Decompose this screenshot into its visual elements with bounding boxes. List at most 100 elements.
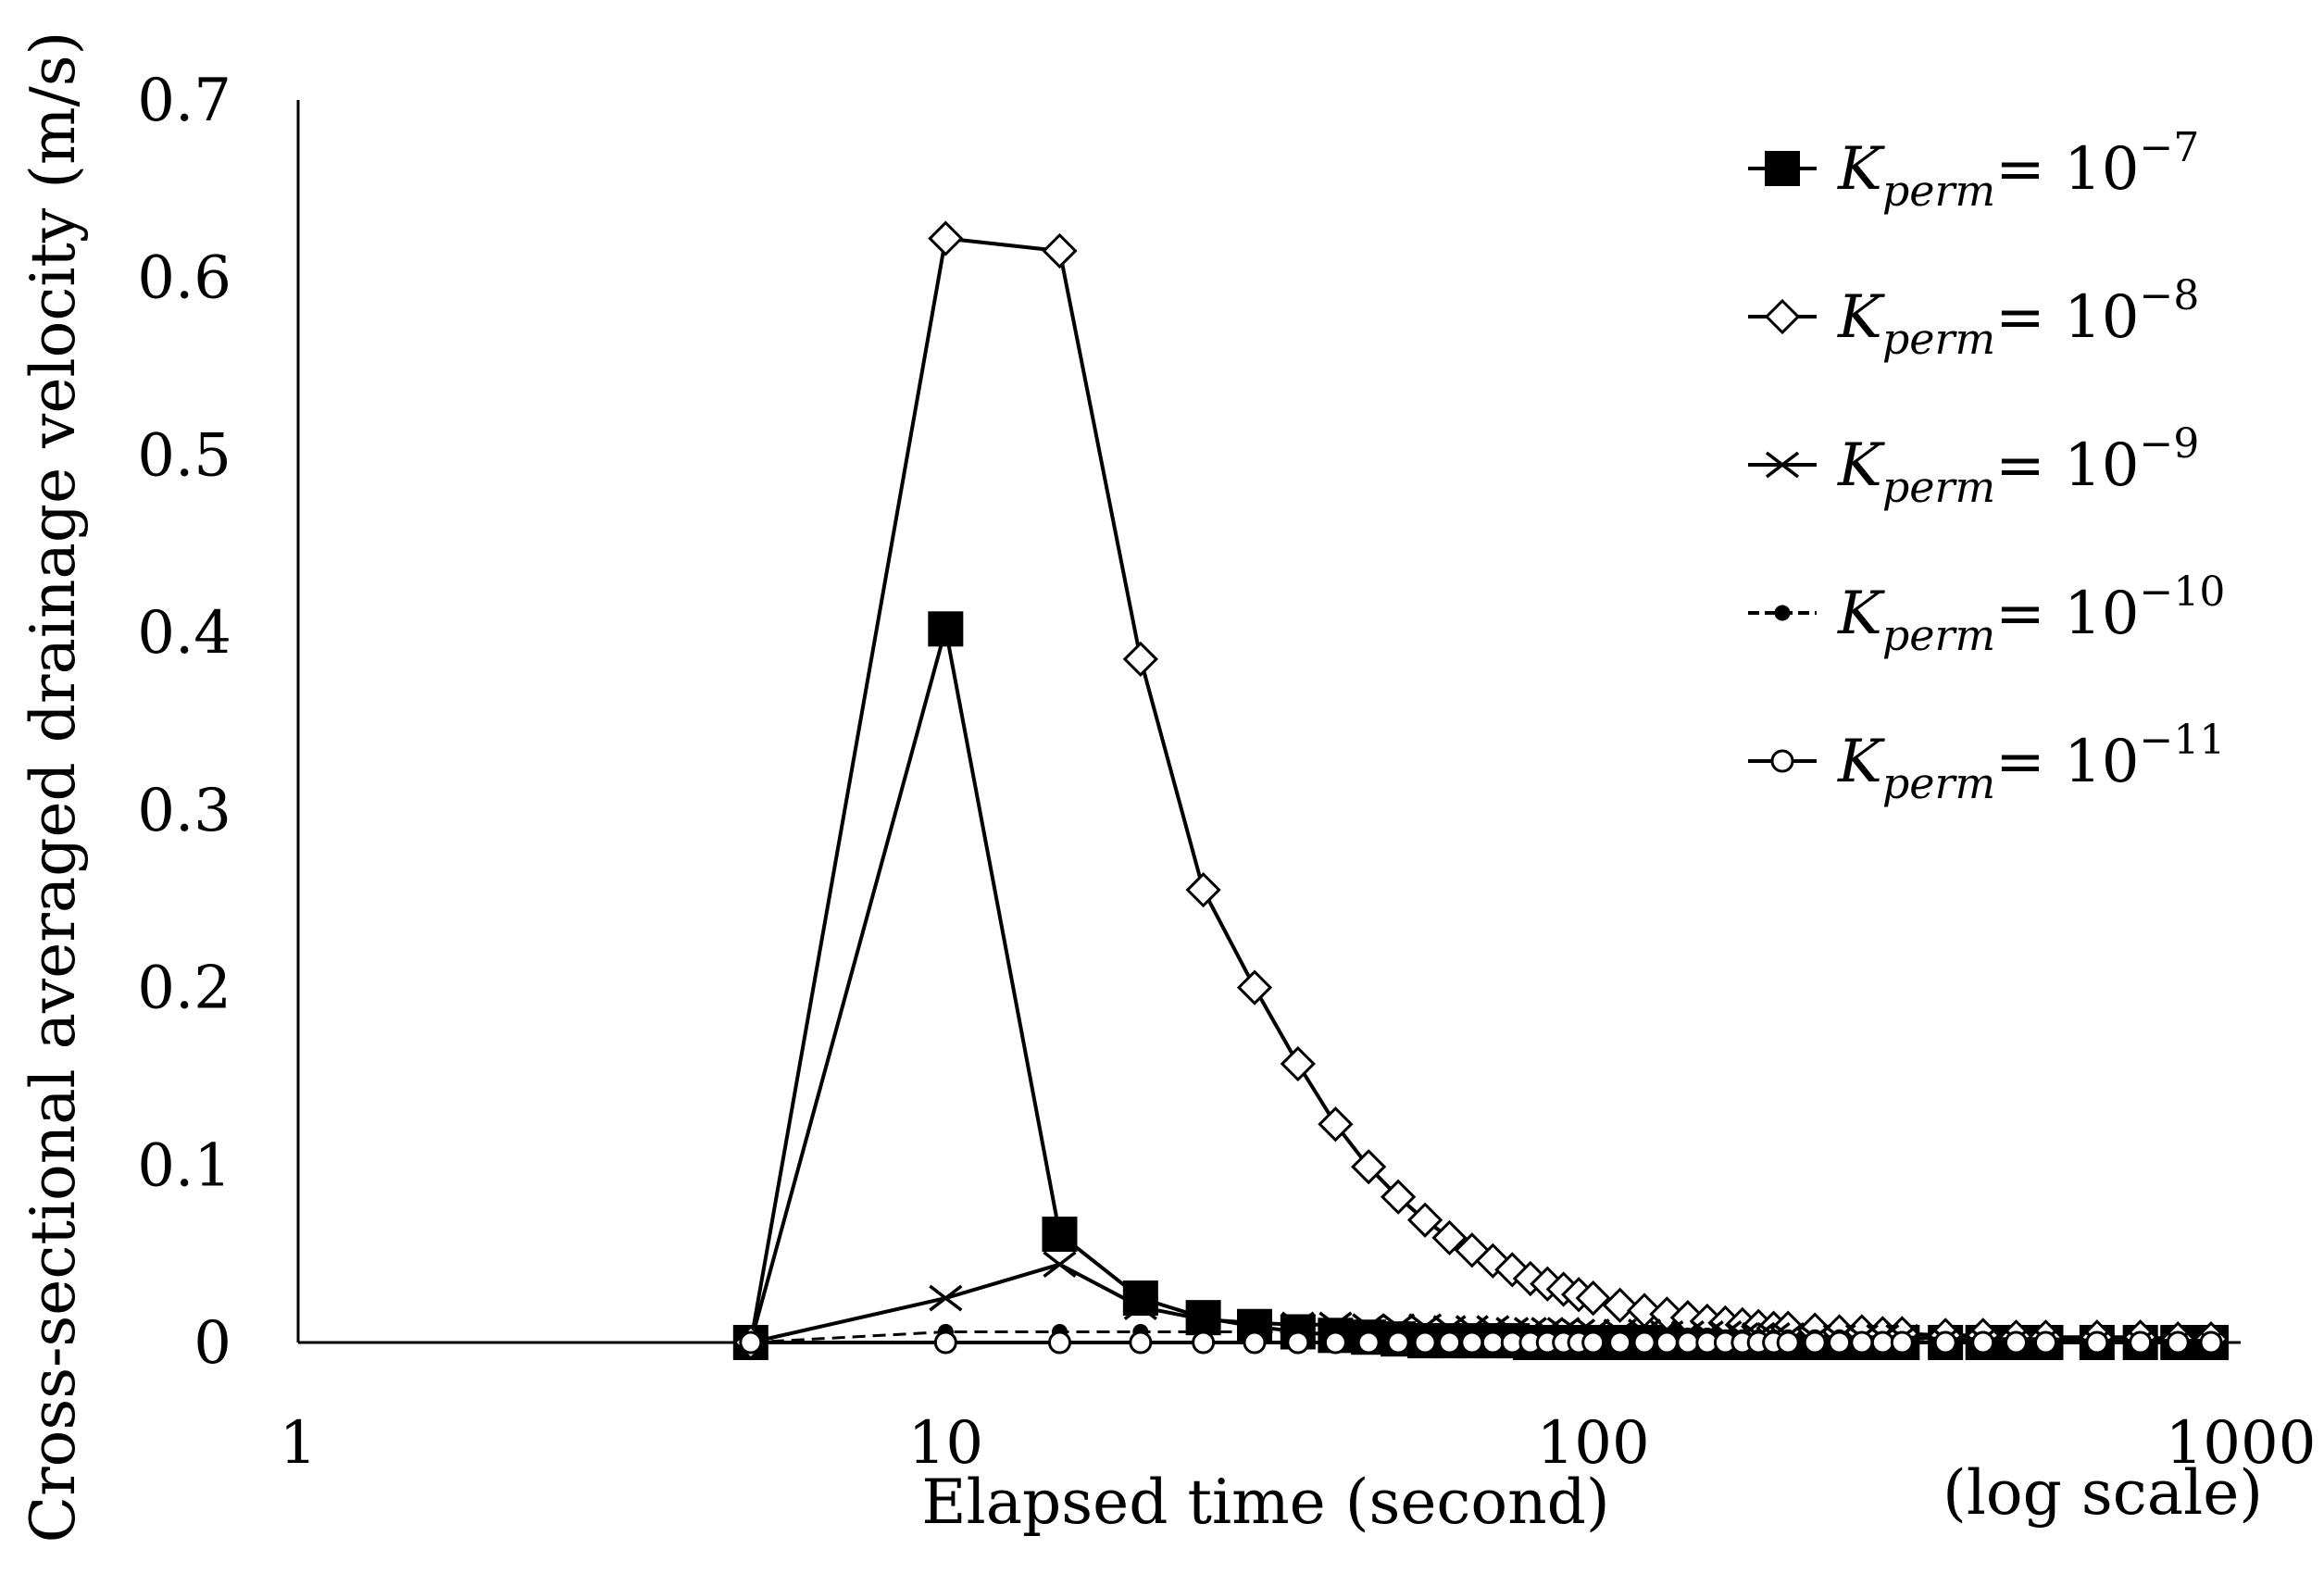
legend-marker <box>1765 151 1800 186</box>
data-point <box>1381 1179 1417 1215</box>
data-point <box>2129 1330 2153 1355</box>
data-point <box>1043 1251 1077 1279</box>
y-tick-label: 0.5 <box>137 421 231 490</box>
x-tick-label: 100 <box>1537 1409 1650 1478</box>
x-tick-label: 1 <box>280 1409 318 1478</box>
legend-label: Kperm= 10−7 <box>1837 124 2199 216</box>
data-point <box>928 220 964 256</box>
data-point <box>1042 232 1078 269</box>
legend-subscript: perm <box>1882 462 1995 512</box>
series-line <box>748 627 2211 1344</box>
data-point <box>1323 1330 1347 1355</box>
legend-subscript: perm <box>1882 610 1995 660</box>
legend-subscript: perm <box>1882 758 1995 808</box>
data-point <box>1123 1293 1157 1321</box>
data-point <box>1413 1330 1437 1355</box>
legend-label: Kperm= 10−10 <box>1837 568 2225 660</box>
data-point <box>928 611 964 647</box>
data-point <box>1803 1330 1827 1355</box>
legend-symbol: K <box>1837 135 1885 204</box>
data-point <box>1608 1330 1632 1355</box>
legend-label: Kperm= 10−9 <box>1837 420 2199 512</box>
data-point <box>2033 1330 2057 1355</box>
y-tick-label: 0 <box>194 1309 231 1378</box>
data-point <box>1575 1280 1611 1317</box>
legend-exponent: −10 <box>2140 568 2226 616</box>
data-point <box>2199 1330 2223 1355</box>
data-point <box>1676 1330 1700 1355</box>
legend-exponent: −7 <box>2140 124 2200 171</box>
x-axis-title: Elapsed time (second) <box>921 1467 1609 1538</box>
legend-exponent: −11 <box>2140 717 2226 764</box>
legend-label: Kperm= 10−8 <box>1837 272 2199 364</box>
data-point <box>1243 1330 1267 1355</box>
data-point <box>1047 1330 1071 1355</box>
data-point <box>933 1330 957 1355</box>
data-point <box>1870 1330 1894 1355</box>
y-tick-label: 0.2 <box>137 955 231 1023</box>
data-point <box>1280 1045 1316 1082</box>
legend-symbol: K <box>1837 431 1885 500</box>
data-point <box>1850 1330 1874 1355</box>
y-tick-label: 0.3 <box>137 777 231 845</box>
legend-marker <box>1774 605 1791 621</box>
y-axis-title: Cross-sectional averaged drainage veloci… <box>18 31 89 1543</box>
legend-exponent: −9 <box>2140 420 2200 468</box>
data-point <box>1438 1330 1462 1355</box>
data-point <box>1655 1330 1679 1355</box>
legend-symbol: K <box>1837 580 1885 648</box>
data-point <box>1933 1330 1957 1355</box>
legend-marker <box>1764 298 1801 335</box>
legend-item: Kperm= 10−8 <box>1748 272 2199 364</box>
data-point <box>2166 1330 2190 1355</box>
legend-subscript: perm <box>1882 314 1995 364</box>
y-tick-label: 0.4 <box>137 599 231 668</box>
data-point <box>1236 969 1273 1005</box>
data-point <box>1431 1219 1468 1256</box>
x-tick-label: 10 <box>908 1409 983 1478</box>
legend-item: Kperm= 10−10 <box>1748 568 2225 660</box>
legend-value: = 10 <box>1995 135 2139 204</box>
data-point <box>1406 1202 1443 1238</box>
data-point <box>1286 1330 1310 1355</box>
legend-item: Kperm= 10−9 <box>1748 420 2199 512</box>
data-point <box>1828 1330 1852 1355</box>
data-point <box>1776 1330 1800 1355</box>
legend-symbol: K <box>1837 283 1885 352</box>
data-point <box>1632 1330 1656 1355</box>
legend-item: Kperm= 10−11 <box>1748 717 2225 808</box>
data-point <box>1122 641 1158 678</box>
data-point <box>929 1284 963 1312</box>
data-point <box>1185 872 1221 908</box>
data-point <box>1351 1149 1387 1185</box>
data-point <box>1481 1330 1505 1355</box>
data-point <box>1581 1330 1606 1355</box>
legend-value: = 10 <box>1995 431 2139 500</box>
y-tick-label: 0.7 <box>137 67 231 135</box>
axes <box>296 100 2241 1344</box>
y-tick-label: 0.6 <box>137 244 231 313</box>
legend-value: = 10 <box>1995 580 2139 648</box>
data-point <box>1356 1330 1381 1355</box>
legend-symbol: K <box>1837 728 1885 796</box>
legend-subscript: perm <box>1882 166 1995 216</box>
legend-value: = 10 <box>1995 728 2139 796</box>
data-point <box>1890 1330 1914 1355</box>
y-tick-label: 0.1 <box>137 1131 231 1200</box>
data-point <box>1602 1287 1638 1323</box>
x-axis-log-scale-note: (log scale) <box>1943 1457 2263 1529</box>
y-tick-labels: 0 0.1 0.2 0.3 0.4 0.5 0.6 0.7 <box>137 67 231 1378</box>
legend-exponent: −8 <box>2140 272 2200 319</box>
data-point <box>1129 1330 1153 1355</box>
legend-value: = 10 <box>1995 283 2139 352</box>
data-point <box>1626 1293 1663 1329</box>
x-tick-labels: 1 10 100 1000 <box>280 1409 2317 1478</box>
legend-label: Kperm= 10−11 <box>1837 717 2225 808</box>
data-point <box>2004 1330 2028 1355</box>
data-point <box>2085 1330 2109 1355</box>
legend-marker <box>1770 749 1794 773</box>
data-point <box>1971 1330 1995 1355</box>
series-layer <box>732 220 2230 1361</box>
